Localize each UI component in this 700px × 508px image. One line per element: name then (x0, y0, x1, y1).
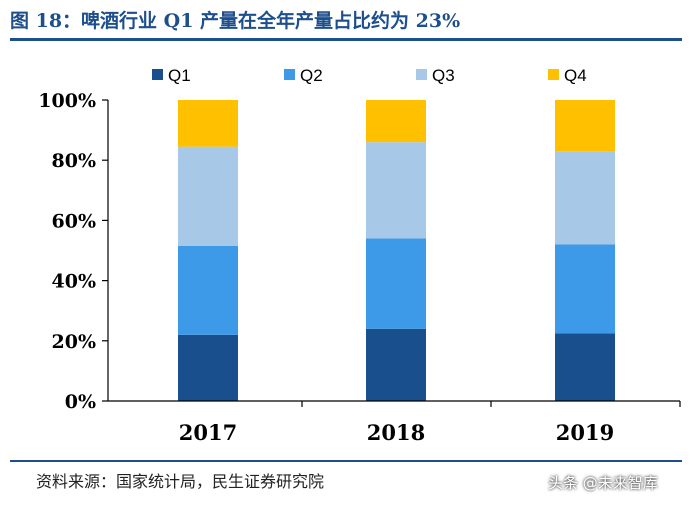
legend-label-q2: Q2 (300, 66, 323, 85)
stacked-bar-chart: Q1 Q2 Q3 Q4 0% 20% 40% 60% 80% 100% 2017 2018 2019 (38, 66, 681, 445)
y-tick-label: 60% (52, 210, 97, 232)
x-tick-label-2019: 2019 (556, 420, 614, 445)
bar-2019-q1 (555, 333, 615, 401)
source-divider (10, 460, 682, 462)
source-note: 资料来源：国家统计局，民生证券研究院 (36, 472, 325, 491)
legend-swatch-q3 (416, 69, 427, 80)
y-tick-label: 100% (38, 90, 96, 112)
chart-title: 图 18：啤酒行业 Q1 产量在全年产量占比约为 23% (10, 10, 461, 32)
legend-swatch-q2 (284, 69, 295, 80)
bar-2017-q4 (178, 100, 238, 147)
watermark: 头条 @未来智库 (548, 474, 658, 492)
bar-2019-q4 (555, 100, 615, 152)
x-tick-label-2017: 2017 (179, 420, 237, 445)
title-divider (10, 38, 682, 41)
y-tick-label: 0% (65, 391, 96, 413)
legend-label-q3: Q3 (432, 66, 455, 85)
bar-2017-q3 (178, 146, 238, 246)
legend-swatch-q4 (548, 69, 559, 80)
bar-2018-q3 (366, 142, 426, 239)
axes: 0% 20% 40% 60% 80% 100% 2017 2018 2019 (38, 90, 681, 445)
bar-2019-q3 (555, 151, 615, 245)
bar-2017-q2 (178, 245, 238, 335)
legend: Q1 Q2 Q3 Q4 (152, 66, 587, 85)
x-tick-label-2018: 2018 (367, 420, 425, 445)
legend-swatch-q1 (152, 69, 163, 80)
bar-2018-q4 (366, 100, 426, 143)
bar-2017-q1 (178, 334, 238, 401)
y-tick-label: 40% (52, 271, 97, 293)
legend-label-q1: Q1 (168, 66, 191, 85)
bar-2018-q1 (366, 328, 426, 401)
bar-2018-q2 (366, 238, 426, 329)
y-tick-label: 20% (52, 331, 97, 353)
y-tick-label: 80% (52, 150, 97, 172)
bars (178, 100, 615, 401)
bar-2019-q2 (555, 244, 615, 334)
legend-label-q4: Q4 (564, 66, 587, 85)
